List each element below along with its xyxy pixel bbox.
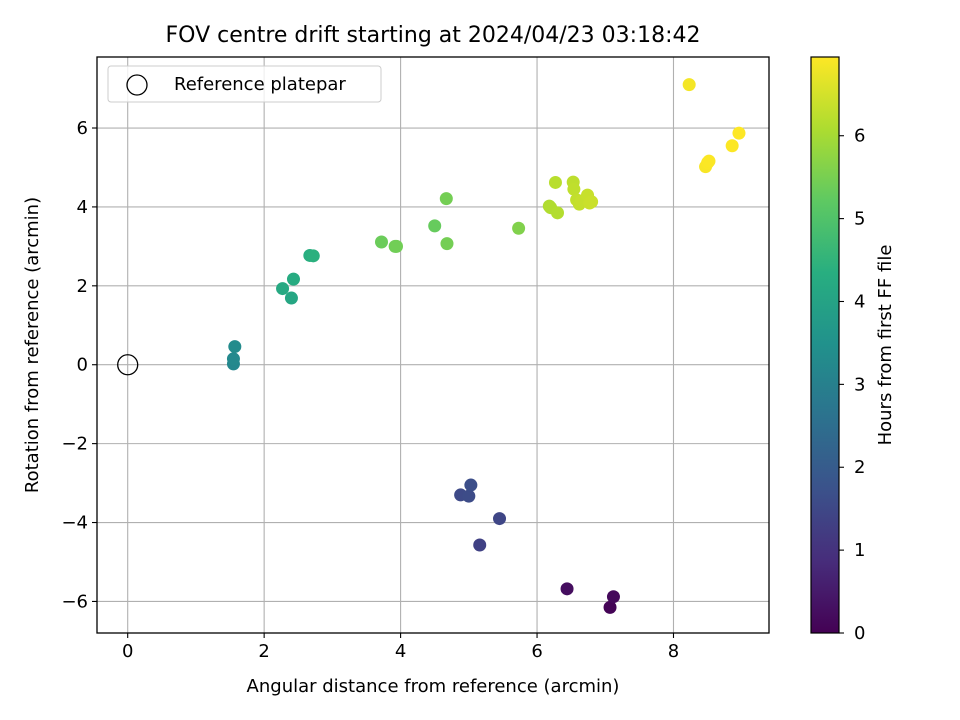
colorbar-gradient <box>810 56 840 634</box>
data-point <box>567 182 581 196</box>
data-point <box>390 239 404 253</box>
data-point <box>439 192 453 206</box>
legend-entry-reference: Reference platepar <box>174 74 346 95</box>
x-tick-label: 2 <box>258 641 269 662</box>
data-point <box>603 600 617 614</box>
plot-area: 0 2 4 6 8 −6 −4 −2 0 2 4 6 <box>61 56 770 662</box>
plot-background <box>97 57 769 633</box>
data-point <box>286 272 300 286</box>
reference-platepar-marker <box>117 354 139 376</box>
y-tick-label: −6 <box>61 591 88 612</box>
data-point <box>428 219 442 233</box>
data-points <box>117 78 746 614</box>
data-point <box>374 235 388 249</box>
x-tick-label: 8 <box>668 641 679 662</box>
y-tick-label: 4 <box>77 197 88 218</box>
colorbar-tick-label: 0 <box>854 623 865 644</box>
data-point <box>551 206 565 220</box>
data-point <box>440 237 454 251</box>
data-point <box>226 352 240 366</box>
data-point <box>473 538 487 552</box>
data-point <box>606 590 620 604</box>
legend-reference-marker <box>126 74 148 96</box>
data-point <box>560 582 574 596</box>
x-tick-label: 6 <box>531 641 542 662</box>
colorbar-tick-label: 6 <box>854 126 865 147</box>
x-axis-label: Angular distance from reference (arcmin) <box>247 676 620 697</box>
grid-lines <box>97 57 769 633</box>
data-point <box>512 221 526 235</box>
data-point <box>464 478 478 492</box>
data-point <box>732 126 746 140</box>
data-point <box>682 78 696 92</box>
data-point <box>306 249 320 263</box>
chart-title: FOV centre drift starting at 2024/04/23 … <box>166 23 701 48</box>
data-point <box>284 291 298 305</box>
x-tick-label: 0 <box>122 641 133 662</box>
colorbar: 0 1 2 3 4 5 6 Hours from first FF file <box>810 56 896 644</box>
data-point <box>228 340 242 354</box>
colorbar-tick-label: 4 <box>854 291 865 312</box>
data-point <box>548 175 562 189</box>
plot-frame <box>96 56 770 634</box>
data-point <box>725 139 739 153</box>
data-point <box>276 282 290 296</box>
colorbar-tick-label: 1 <box>854 540 865 561</box>
y-tick-label: 2 <box>77 276 88 297</box>
axis-ticks: 0 2 4 6 8 −6 −4 −2 0 2 4 6 <box>61 118 679 662</box>
x-tick-label: 4 <box>395 641 406 662</box>
y-tick-label: 6 <box>77 118 88 139</box>
data-point <box>702 154 716 168</box>
y-tick-label: −4 <box>61 513 88 534</box>
data-point <box>493 512 507 526</box>
colorbar-label: Hours from first FF file <box>875 245 896 446</box>
colorbar-tick-label: 2 <box>854 457 865 478</box>
legend-box <box>107 65 382 103</box>
y-axis-label: Rotation from reference (arcmin) <box>22 197 43 493</box>
y-tick-label: 0 <box>77 355 88 376</box>
data-point <box>462 489 476 503</box>
y-tick-label: −2 <box>61 434 88 455</box>
legend: Reference platepar <box>107 65 382 103</box>
colorbar-tick-label: 5 <box>854 209 865 230</box>
data-point <box>585 195 599 209</box>
colorbar-ticks: 0 1 2 3 4 5 6 <box>839 126 865 644</box>
colorbar-tick-label: 3 <box>854 374 865 395</box>
